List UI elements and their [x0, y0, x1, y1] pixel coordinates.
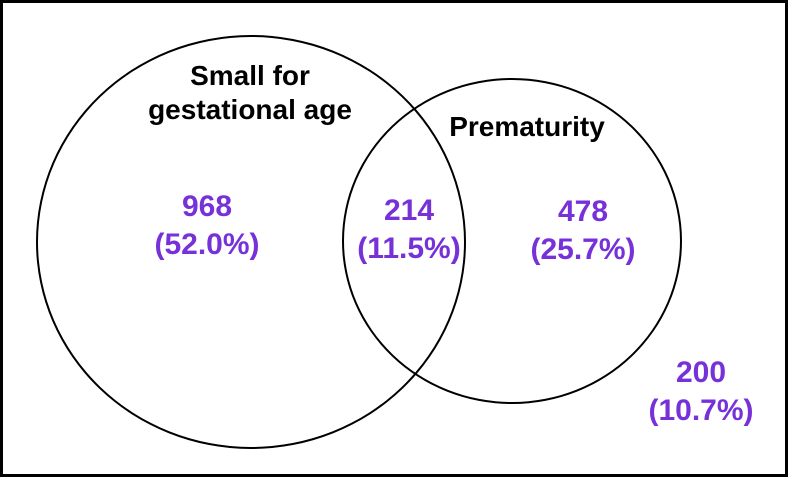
right-set-count: 478 — [557, 195, 609, 228]
left-set-label: Small for gestational age — [148, 59, 352, 127]
left-set-count: 968 — [181, 190, 233, 223]
outside-count: 200 — [675, 356, 727, 389]
left-set-label-line1: Small for — [190, 60, 310, 91]
intersection-count-block: 214 (11.5%) — [357, 192, 460, 268]
intersection-percent: (11.5%) — [357, 232, 461, 265]
right-set-label: Prematurity — [449, 111, 605, 142]
intersection-count: 214 — [383, 194, 435, 227]
outside-count-block: 200 (10.7%) — [648, 354, 753, 430]
left-set-count-block: 968 (52.0%) — [154, 188, 259, 264]
venn-circle-prematurity — [342, 78, 682, 404]
outside-percent: (10.7%) — [648, 394, 754, 427]
right-set-count-block: 478 (25.7%) — [530, 193, 635, 269]
left-set-label-line2: gestational age — [148, 94, 352, 125]
left-set-percent: (52.0%) — [154, 228, 260, 261]
right-set-percent: (25.7%) — [530, 233, 636, 266]
